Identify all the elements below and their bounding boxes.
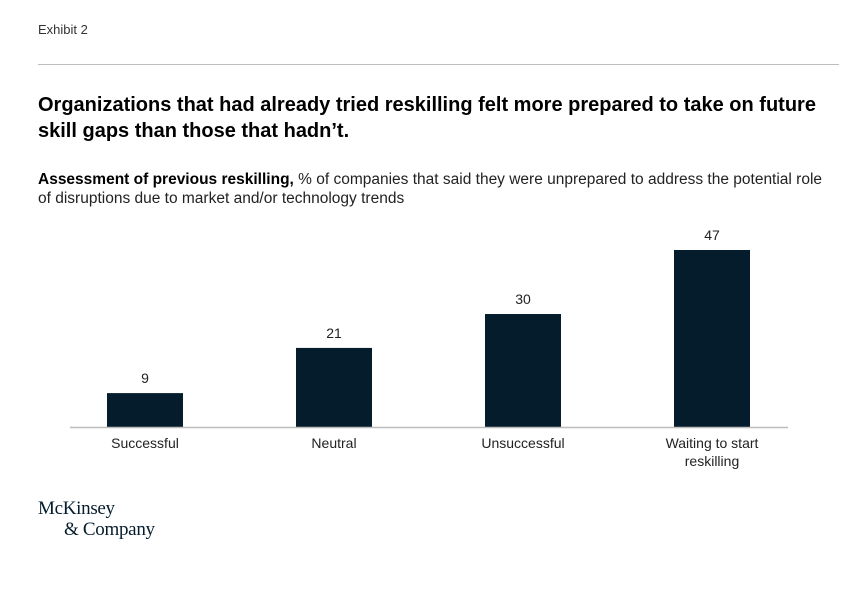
data-label-4: 47 — [704, 227, 720, 243]
data-label-3: 30 — [515, 291, 531, 307]
header-divider — [38, 64, 839, 65]
bar-1 — [107, 393, 183, 427]
category-label-3: Unsuccessful — [481, 435, 564, 451]
category-label-4-line-2: reskilling — [685, 453, 739, 469]
chart-subtitle: Assessment of previous reskilling, % of … — [38, 170, 828, 208]
subtitle-description: % of companies that said they were unpre… — [38, 171, 823, 207]
bar-4 — [674, 250, 750, 427]
logo-line-2: & Company — [64, 519, 155, 540]
bar-3 — [485, 314, 561, 427]
subtitle-lead: Assessment of previous reskilling, — [38, 171, 294, 188]
category-label-4-line-1: Waiting to start — [666, 435, 759, 451]
chart-title: Organizations that had already tried res… — [38, 94, 816, 142]
exhibit-label: Exhibit 2 — [38, 22, 88, 37]
category-label-2: Neutral — [311, 435, 356, 451]
data-label-1: 9 — [141, 370, 149, 386]
logo-line-1: McKinsey — [38, 498, 115, 519]
category-label-1: Successful — [111, 435, 179, 451]
data-label-2: 21 — [326, 325, 342, 341]
mckinsey-logo: McKinsey & Company — [38, 498, 155, 540]
bar-2 — [296, 347, 372, 427]
